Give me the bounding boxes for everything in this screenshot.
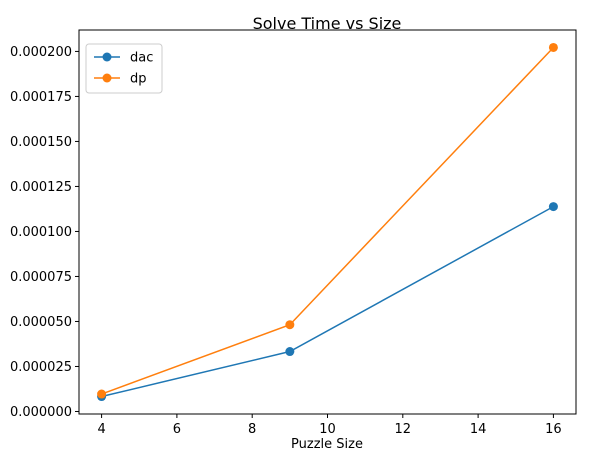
y-tick-label: 0.000075 <box>10 270 72 285</box>
y-tick-label: 0.000025 <box>10 360 72 375</box>
series-line-dp <box>101 46 554 395</box>
series-layer <box>97 42 558 402</box>
y-tick-label: 0.000100 <box>10 225 72 240</box>
x-tick-label: 8 <box>248 422 256 437</box>
series-dp <box>97 42 558 399</box>
x-axis-title: Puzzle Size <box>291 437 363 452</box>
legend-marker-dac <box>102 52 112 62</box>
legend-marker-dp <box>102 73 112 83</box>
legend: dac dp <box>85 43 163 94</box>
y-tick-label: 0.000050 <box>10 315 72 330</box>
legend-label-dac: dac <box>130 51 153 66</box>
y-tick-label: 0.000200 <box>10 45 72 60</box>
data-point-dp <box>548 42 558 52</box>
x-tick-label: 12 <box>395 422 412 437</box>
y-tick-label: 0.000125 <box>10 180 72 195</box>
x-tick-label: 14 <box>470 422 487 437</box>
legend-item-dac: dac <box>94 51 153 66</box>
series-dac <box>97 202 558 402</box>
y-tick-label: 0.000000 <box>10 405 72 420</box>
x-tick-label: 4 <box>97 422 105 437</box>
data-point-dac <box>548 202 558 212</box>
x-tick-label: 6 <box>173 422 181 437</box>
x-tick-label: 16 <box>545 422 562 437</box>
legend-label-dp: dp <box>130 72 147 87</box>
data-point-dac <box>285 347 295 357</box>
chart-title: Solve Time vs Size <box>253 14 402 33</box>
data-point-dp <box>285 320 295 330</box>
y-axis: 0.000000 0.000025 0.000050 0.000075 0.000100… <box>10 45 79 420</box>
x-axis: 4 6 8 10 12 14 16 <box>97 414 562 437</box>
legend-item-dp: dp <box>94 72 147 87</box>
data-point-dp <box>97 389 107 399</box>
series-line-dac <box>101 205 554 398</box>
y-tick-label: 0.000175 <box>10 90 72 105</box>
x-tick-label: 10 <box>319 422 336 437</box>
y-tick-label: 0.000150 <box>10 135 72 150</box>
